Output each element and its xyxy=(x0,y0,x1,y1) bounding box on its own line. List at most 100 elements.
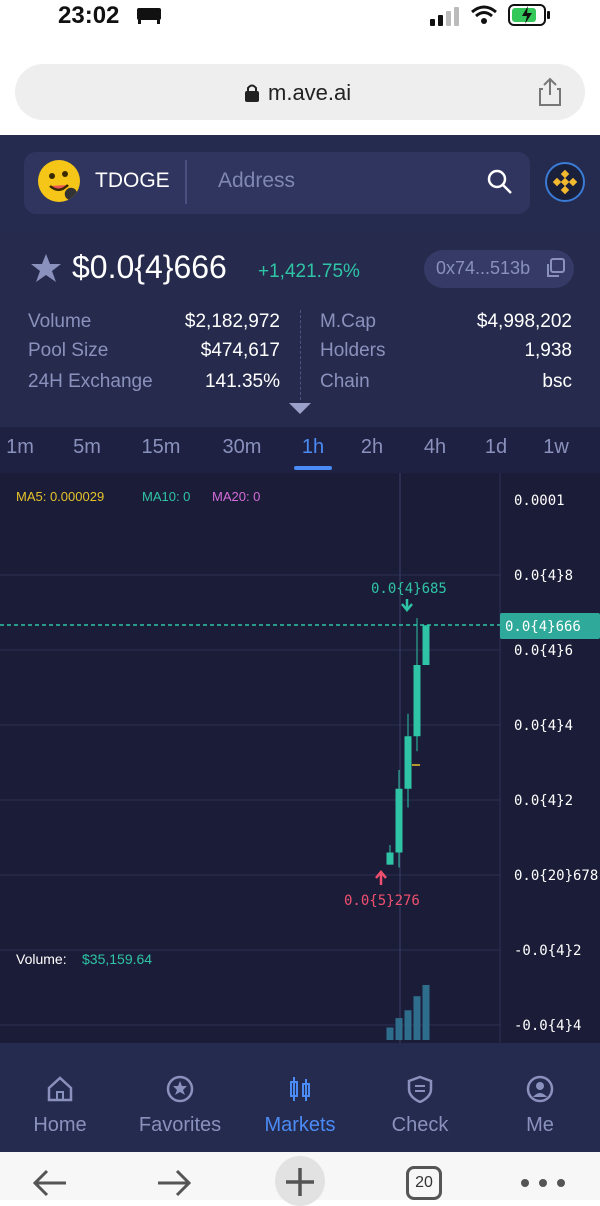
high-price-label: 0.0{4}685 xyxy=(371,581,447,597)
stat-label-holders: Holders xyxy=(320,340,386,361)
address-bar[interactable] xyxy=(15,64,585,120)
y-axis-label: 0.0{4}8 xyxy=(514,568,573,584)
candle-body[interactable] xyxy=(395,788,403,853)
nav-label: Check xyxy=(391,1114,449,1136)
y-axis-label: 0.0{4}4 xyxy=(514,718,573,734)
stat-value-mcap: $4,998,202 xyxy=(476,311,572,332)
chain-selector-button[interactable] xyxy=(545,162,585,202)
user-icon xyxy=(526,1075,554,1103)
shield-icon xyxy=(407,1075,433,1104)
price-chart[interactable]: MA5: 0.000029 MA10: 0 MA20: 0 0.0001 0.0… xyxy=(0,473,600,1043)
share-icon[interactable] xyxy=(537,77,563,107)
signal-icon xyxy=(430,7,459,26)
nav-label: Markets xyxy=(264,1114,336,1136)
sleep-mode-icon xyxy=(137,8,161,24)
tab-30m[interactable]: 30m xyxy=(222,436,262,458)
y-axis-label: 0.0{20}678 xyxy=(514,868,598,884)
current-price-label: 0.0{4}666 xyxy=(505,619,581,635)
active-tab-indicator xyxy=(294,466,332,470)
url-text: m.ave.ai xyxy=(268,80,352,105)
tab-1w[interactable]: 1w xyxy=(543,436,569,458)
candles-icon xyxy=(290,1077,310,1101)
star-circle-icon xyxy=(166,1075,194,1103)
tab-5m[interactable]: 5m xyxy=(73,436,101,458)
candle-body[interactable] xyxy=(386,852,394,865)
nav-favorites[interactable]: Favorites xyxy=(120,1075,240,1137)
y-axis-label: 0.0{4}6 xyxy=(514,643,573,659)
token-price: $0.0{4}666 xyxy=(72,249,227,285)
nav-home[interactable]: Home xyxy=(0,1075,120,1137)
stat-label-24h-exchange: 24H Exchange xyxy=(28,371,153,392)
stat-value-pool-size: $474,617 xyxy=(200,340,280,361)
candles-group xyxy=(386,618,430,868)
address-input[interactable]: Address xyxy=(218,169,296,192)
price-change: +1,421.75% xyxy=(258,261,360,282)
tab-count-button[interactable]: 20 xyxy=(406,1166,442,1200)
token-symbol[interactable]: TDOGE xyxy=(95,169,170,192)
candle-body[interactable] xyxy=(413,665,421,737)
token-logo-icon xyxy=(38,160,80,202)
clock: 23:02 xyxy=(58,2,120,29)
contract-address: 0x74...513b xyxy=(436,258,531,278)
new-tab-button[interactable] xyxy=(275,1156,325,1206)
ma10-label: MA10: 0 xyxy=(142,489,190,504)
volume-bar xyxy=(395,1018,403,1040)
nav-check[interactable]: Check xyxy=(360,1075,480,1137)
expand-caret-icon[interactable] xyxy=(289,403,311,414)
nav-markets[interactable]: Markets xyxy=(240,1075,360,1137)
candle-body[interactable] xyxy=(404,736,412,789)
tab-15m[interactable]: 15m xyxy=(141,436,181,458)
copy-icon[interactable] xyxy=(545,258,565,278)
tab-1m[interactable]: 1m xyxy=(6,436,34,458)
home-icon xyxy=(47,1076,73,1102)
low-price-label: 0.0{5}276 xyxy=(344,893,420,909)
volume-label: Volume: xyxy=(16,951,67,967)
search-icon[interactable] xyxy=(486,168,514,196)
tab-4h[interactable]: 4h xyxy=(423,436,447,458)
more-icon[interactable] xyxy=(518,1176,568,1190)
nav-label: Home xyxy=(33,1114,87,1136)
stat-value-volume: $2,182,972 xyxy=(184,311,280,332)
chart-grid xyxy=(0,473,501,1043)
wifi-icon xyxy=(471,5,497,24)
back-icon[interactable] xyxy=(30,1166,70,1200)
stat-label-mcap: M.Cap xyxy=(320,311,376,332)
volume-bar xyxy=(404,1010,412,1040)
stat-label-pool-size: Pool Size xyxy=(28,340,109,361)
stat-value-24h-exchange: 141.35% xyxy=(204,371,280,392)
stat-label-chain: Chain xyxy=(320,371,370,392)
y-axis-label: 0.0{4}2 xyxy=(514,793,573,809)
volume-bars-group xyxy=(386,985,430,1040)
candle-body[interactable] xyxy=(422,625,430,665)
low-arrow-icon xyxy=(375,870,387,885)
nav-me[interactable]: Me xyxy=(480,1075,600,1137)
nav-label: Favorites xyxy=(138,1114,222,1136)
stat-value-chain: bsc xyxy=(542,371,572,392)
search-divider xyxy=(185,160,187,204)
favorite-star-icon[interactable] xyxy=(30,252,62,284)
plus-icon xyxy=(286,1168,314,1196)
stat-value-holders: 1,938 xyxy=(524,340,572,361)
volume-bar xyxy=(413,996,421,1040)
lock-icon xyxy=(245,84,259,102)
status-bar xyxy=(0,0,600,40)
y-axis-label: -0.0{4}2 xyxy=(514,943,581,959)
stat-label-volume: Volume xyxy=(28,311,92,332)
y-axis-label: -0.0{4}4 xyxy=(514,1018,581,1034)
forward-icon[interactable] xyxy=(154,1166,194,1200)
tab-2h[interactable]: 2h xyxy=(360,436,384,458)
search-box[interactable] xyxy=(24,152,530,214)
volume-bar xyxy=(386,1027,394,1040)
nav-label: Me xyxy=(526,1114,554,1136)
stats-divider xyxy=(300,310,302,400)
high-arrow-icon xyxy=(401,599,413,612)
tab-1h[interactable]: 1h xyxy=(301,436,325,458)
current-price-tag xyxy=(500,613,600,639)
y-axis-label: 0.0001 xyxy=(514,493,565,509)
tab-1d[interactable]: 1d xyxy=(484,436,508,458)
bottom-nav xyxy=(0,1043,600,1152)
ma20-label: MA20: 0 xyxy=(212,489,260,504)
ma5-label: MA5: 0.000029 xyxy=(16,489,104,504)
volume-bar xyxy=(422,985,430,1040)
volume-value: $35,159.64 xyxy=(82,951,152,967)
